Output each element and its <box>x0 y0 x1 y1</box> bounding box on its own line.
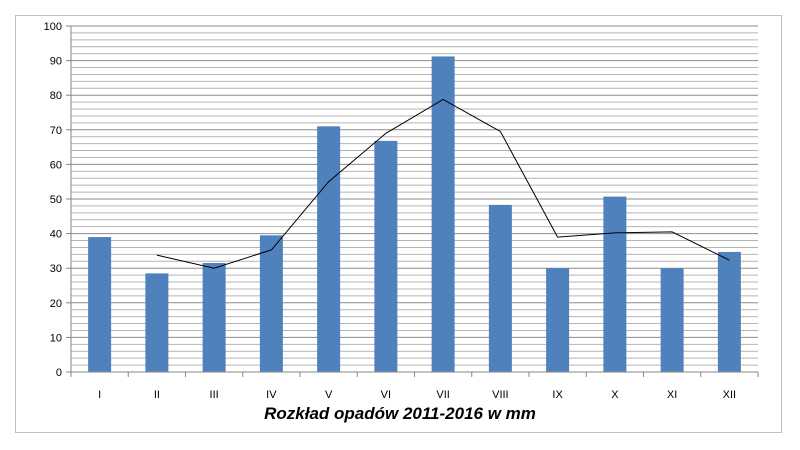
x-tick-label: X <box>611 389 619 401</box>
x-tick-label: VI <box>381 389 391 401</box>
y-tick-label: 80 <box>50 90 62 102</box>
x-tick-label: VIII <box>492 389 509 401</box>
bar <box>431 56 455 372</box>
chart-title: Rozkład opadów 2011-2016 w mm <box>264 404 536 423</box>
chart-frame <box>15 15 782 433</box>
bar <box>546 268 570 372</box>
x-tick-label: IX <box>552 389 563 401</box>
x-tick-label: XII <box>723 389 736 401</box>
bar <box>603 196 627 372</box>
y-tick-label: 20 <box>50 298 62 310</box>
bar <box>145 273 169 372</box>
y-tick-label: 40 <box>50 229 62 241</box>
y-tick-label: 0 <box>56 367 62 379</box>
y-tick-label: 100 <box>44 21 62 33</box>
y-tick-label: 10 <box>50 332 62 344</box>
x-tick-label: XI <box>667 389 677 401</box>
bar <box>202 263 226 372</box>
y-tick-label: 90 <box>50 56 62 68</box>
y-tick-label: 70 <box>50 125 62 137</box>
x-tick-label: III <box>210 389 219 401</box>
x-tick-label: V <box>325 389 333 401</box>
bar <box>88 237 112 372</box>
x-tick-label: VII <box>436 389 449 401</box>
trend-line <box>156 98 730 269</box>
bar <box>660 268 684 372</box>
bar <box>259 235 283 372</box>
y-tick-label: 60 <box>50 159 62 171</box>
y-tick-label: 30 <box>50 263 62 275</box>
bar <box>374 140 398 372</box>
x-tick-label: I <box>98 389 101 401</box>
y-tick-label: 50 <box>50 194 62 206</box>
bar <box>317 126 341 372</box>
x-tick-label: IV <box>266 389 277 401</box>
bar <box>488 204 512 372</box>
bar <box>717 251 741 372</box>
x-tick-label: II <box>154 389 160 401</box>
